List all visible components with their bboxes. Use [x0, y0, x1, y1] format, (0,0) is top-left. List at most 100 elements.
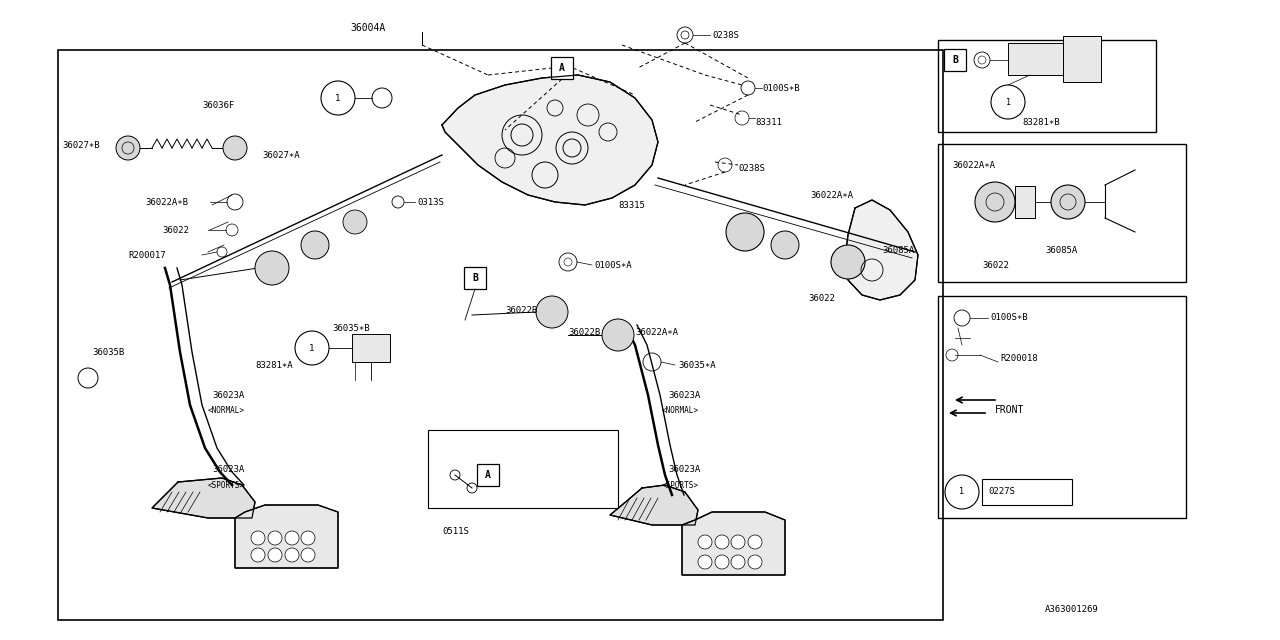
Text: 1: 1 [310, 344, 315, 353]
Text: 36022A∗B: 36022A∗B [145, 198, 188, 207]
Circle shape [251, 548, 265, 562]
Text: 36022B: 36022B [506, 305, 538, 314]
Circle shape [726, 213, 764, 251]
Bar [477, 464, 499, 486]
Circle shape [771, 231, 799, 259]
Circle shape [285, 531, 300, 545]
Text: 0100S∗B: 0100S∗B [762, 83, 800, 93]
Circle shape [223, 136, 247, 160]
Bar [58, 50, 943, 620]
Text: 83311: 83311 [755, 118, 782, 127]
Bar [945, 49, 966, 71]
Text: 83281∗B: 83281∗B [1021, 118, 1060, 127]
Text: <SPORTS>: <SPORTS> [662, 481, 699, 490]
Text: 36023A: 36023A [668, 390, 700, 399]
Text: 0100S∗B: 0100S∗B [989, 314, 1028, 323]
Text: 0100S∗A: 0100S∗A [594, 260, 631, 269]
Text: 36036F: 36036F [202, 100, 234, 109]
Circle shape [748, 535, 762, 549]
Circle shape [991, 85, 1025, 119]
Text: <NORMAL>: <NORMAL> [662, 406, 699, 415]
Polygon shape [152, 478, 255, 518]
Text: 36022B: 36022B [568, 328, 600, 337]
Text: 36023A: 36023A [668, 465, 700, 474]
Text: 36035B: 36035B [92, 348, 124, 356]
Text: 36022A∗A: 36022A∗A [952, 161, 995, 170]
Text: B: B [472, 273, 477, 283]
Circle shape [748, 555, 762, 569]
Circle shape [301, 531, 315, 545]
Bar [428, 430, 618, 508]
Bar [1062, 36, 1101, 82]
Bar [938, 296, 1187, 518]
Bar [352, 334, 390, 362]
Text: 36023A: 36023A [212, 390, 244, 399]
Text: 36027∗A: 36027∗A [262, 150, 300, 159]
Circle shape [716, 535, 730, 549]
Bar [938, 40, 1156, 132]
Text: B: B [952, 55, 957, 65]
Text: 0313S: 0313S [417, 198, 444, 207]
Text: R200017: R200017 [128, 250, 165, 259]
Circle shape [116, 136, 140, 160]
Text: 36004A: 36004A [349, 23, 385, 33]
Text: R200018: R200018 [1000, 353, 1038, 362]
Text: 0227S: 0227S [988, 488, 1015, 497]
Text: FRONT: FRONT [995, 405, 1024, 415]
Circle shape [698, 555, 712, 569]
Circle shape [285, 548, 300, 562]
Text: 36035∗A: 36035∗A [678, 360, 716, 369]
Bar [938, 144, 1187, 282]
Text: 0238S: 0238S [712, 31, 739, 40]
Circle shape [321, 81, 355, 115]
Text: 36022: 36022 [982, 260, 1009, 269]
Text: 36022A∗A: 36022A∗A [635, 328, 678, 337]
Circle shape [698, 535, 712, 549]
Text: A363001269: A363001269 [1044, 605, 1098, 614]
Bar [465, 267, 486, 289]
Circle shape [301, 548, 315, 562]
Text: A: A [485, 470, 492, 480]
Text: <SPORTS>: <SPORTS> [209, 481, 244, 490]
Text: 1: 1 [960, 488, 965, 497]
Text: 0238S: 0238S [739, 163, 765, 173]
Text: A: A [559, 63, 564, 73]
Bar [550, 57, 573, 79]
Text: 36027∗B: 36027∗B [61, 141, 100, 150]
Circle shape [716, 555, 730, 569]
Text: 1: 1 [335, 93, 340, 102]
Text: 36022A∗A: 36022A∗A [810, 191, 852, 200]
Circle shape [268, 548, 282, 562]
Text: 36085A: 36085A [882, 246, 914, 255]
Circle shape [731, 555, 745, 569]
Bar [982, 479, 1073, 505]
Circle shape [301, 231, 329, 259]
Text: 83281∗A: 83281∗A [255, 360, 293, 369]
Text: 1: 1 [1006, 97, 1010, 106]
Circle shape [602, 319, 634, 351]
Polygon shape [611, 485, 698, 525]
Circle shape [975, 182, 1015, 222]
Bar [1015, 186, 1036, 218]
Text: 83315: 83315 [618, 200, 645, 209]
Circle shape [731, 535, 745, 549]
Text: 0511S: 0511S [442, 527, 468, 536]
Circle shape [945, 475, 979, 509]
Polygon shape [845, 200, 918, 300]
Circle shape [251, 531, 265, 545]
Text: 36022: 36022 [808, 294, 835, 303]
Circle shape [255, 251, 289, 285]
Circle shape [294, 331, 329, 365]
Bar [1009, 43, 1062, 75]
Circle shape [343, 210, 367, 234]
Circle shape [831, 245, 865, 279]
Text: 36023A: 36023A [212, 465, 244, 474]
Text: 36035∗B: 36035∗B [332, 323, 370, 333]
Text: 36085A: 36085A [1044, 246, 1078, 255]
Text: <NORMAL>: <NORMAL> [209, 406, 244, 415]
Circle shape [1051, 185, 1085, 219]
Circle shape [536, 296, 568, 328]
Text: 36022: 36022 [163, 225, 189, 234]
Polygon shape [236, 505, 338, 568]
Polygon shape [682, 512, 785, 575]
